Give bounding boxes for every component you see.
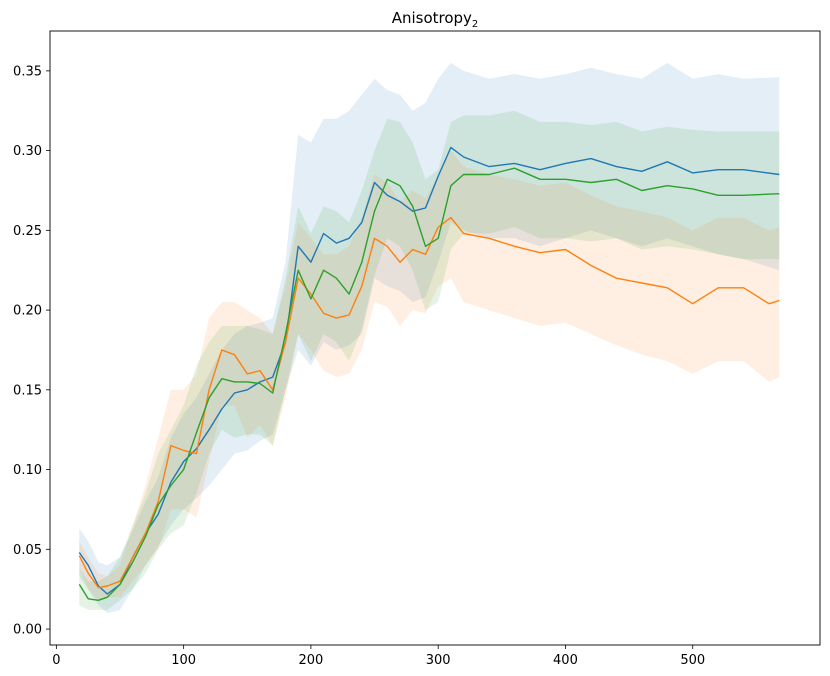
- x-tick-label: 500: [680, 653, 705, 668]
- plot-frame: [49, 30, 821, 646]
- x-tick-label: 300: [426, 653, 451, 668]
- y-tick-label: 0.25: [13, 224, 42, 239]
- y-tick-label: 0.15: [13, 383, 42, 398]
- y-tick-label: 0.10: [13, 463, 42, 478]
- series-orange-line: [78, 216, 780, 589]
- x-tick-label: 100: [171, 653, 196, 668]
- x-tick-label: 200: [298, 653, 323, 668]
- series-blue-band: [79, 62, 780, 614]
- y-tick-label: 0.20: [13, 304, 42, 319]
- x-tick-label: 0: [52, 653, 60, 668]
- y-tick-label: 0.30: [13, 144, 42, 159]
- series-green-line: [78, 167, 780, 601]
- series-orange-band: [79, 150, 780, 601]
- y-tick-label: 0.35: [13, 64, 42, 79]
- y-tick-label: 0.00: [13, 623, 42, 638]
- y-tick-label: 0.05: [13, 543, 42, 558]
- x-tick-label: 400: [553, 653, 578, 668]
- series-green-band: [79, 110, 780, 610]
- series-blue-line: [78, 146, 780, 595]
- chart-title: Anisotropy2: [392, 9, 479, 30]
